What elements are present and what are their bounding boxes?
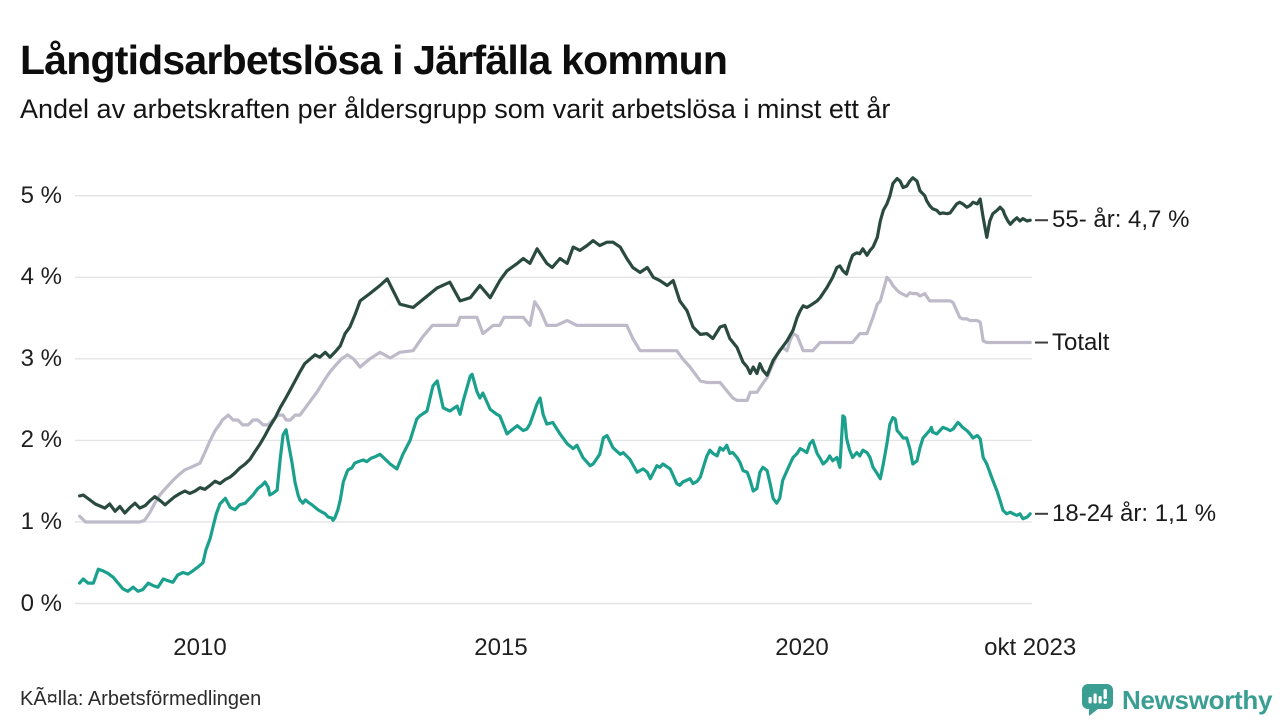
series-line-18-24r	[77, 372, 1032, 593]
page-title: Långtidsarbetslösa i Järfälla kommun	[20, 37, 728, 84]
source-note: KÃ¤lla: Arbetsförmedlingen	[20, 688, 262, 710]
newsworthy-logo-icon	[1082, 684, 1113, 716]
newsworthy-logo: Newsworthy	[1082, 684, 1272, 716]
page-subtitle: Andel av arbetskraften per åldersgrupp s…	[20, 94, 891, 124]
series-line-55-r	[77, 176, 1032, 515]
newsworthy-logo-text: Newsworthy	[1122, 684, 1273, 715]
series-line-Totalt	[77, 275, 1032, 524]
